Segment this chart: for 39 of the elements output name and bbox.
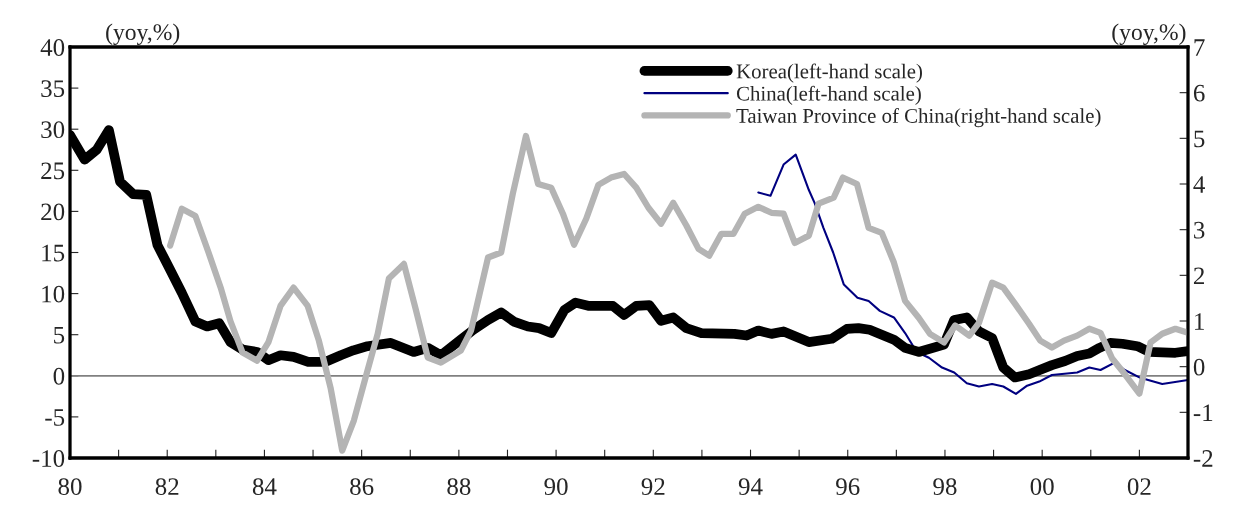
x-tick-label: 94	[738, 478, 763, 496]
y-tick-label: 15	[42, 244, 65, 262]
y-tick-label: -10	[32, 450, 65, 467]
x-tick-label: 90	[544, 478, 568, 496]
y2-tick-label: 3	[1194, 221, 1205, 239]
x-tick-label: 86	[350, 478, 374, 496]
y-tick-label: 10	[42, 285, 65, 303]
x-tick-label: 82	[155, 478, 179, 496]
y-tick-label: 40	[40, 39, 65, 56]
x-tick-label: 00	[1030, 478, 1054, 496]
y2-tick-label: -2	[1193, 450, 1213, 467]
y-tick-label: 35	[41, 80, 65, 98]
x-tick-label: 92	[641, 478, 665, 496]
y-tick-label: 0	[53, 367, 65, 385]
x-tick-label: 98	[933, 478, 957, 496]
y2-tick-label: 2	[1193, 267, 1204, 285]
y2-tick-label: 7	[1194, 39, 1205, 56]
y-tick-label: -5	[45, 409, 65, 426]
legend-label: China(left-hand scale)	[736, 85, 921, 105]
y2-tick-label: 1	[1195, 313, 1204, 330]
legend-label: Korea(left-hand scale)	[736, 63, 922, 83]
x-tick-label: 80	[58, 478, 82, 496]
y2-tick-label: 0	[1193, 358, 1205, 376]
x-tick-label: 96	[836, 478, 860, 496]
y-axis-title: (yoy,%)	[106, 23, 180, 45]
x-tick-label: 84	[252, 478, 277, 496]
y-tick-label: 20	[41, 203, 65, 221]
y-tick-label: 30	[41, 121, 65, 139]
y2-tick-label: 5	[1194, 130, 1205, 148]
y2-tick-label: -1	[1193, 404, 1213, 422]
legend-label: Taiwan Province of China(right-hand scale)	[736, 108, 1101, 128]
y2-axis-title: (yoy,%)	[1112, 23, 1186, 45]
line-series	[757, 153, 1188, 395]
y-tick-label: 5	[54, 327, 65, 344]
x-tick-label: 88	[447, 478, 471, 496]
y-tick-label: 25	[41, 162, 65, 180]
y2-tick-label: 4	[1193, 176, 1205, 193]
x-tick-label: 02	[1127, 478, 1151, 496]
y2-tick-label: 6	[1193, 84, 1205, 102]
